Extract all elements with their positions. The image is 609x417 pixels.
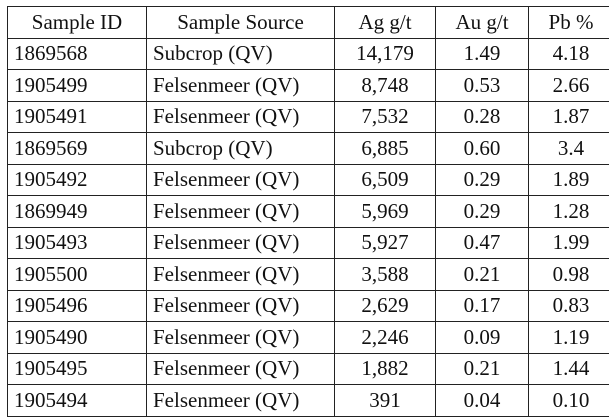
cell-sample-source: Subcrop (QV) [147, 38, 335, 70]
cell-pb: 4.18 [529, 38, 609, 70]
cell-sample-source: Felsenmeer (QV) [147, 259, 335, 291]
cell-sample-source: Felsenmeer (QV) [147, 101, 335, 133]
cell-pb: 0.83 [529, 290, 609, 322]
cell-au: 0.28 [436, 101, 529, 133]
assay-table-container: Sample ID Sample Source Ag g/t Au g/t Pb… [7, 6, 609, 417]
cell-au: 0.09 [436, 322, 529, 354]
cell-au: 0.17 [436, 290, 529, 322]
cell-pb: 1.44 [529, 353, 609, 385]
cell-ag: 2,246 [335, 322, 436, 354]
header-ag: Ag g/t [335, 7, 436, 39]
cell-pb: 1.89 [529, 164, 609, 196]
cell-pb: 1.19 [529, 322, 609, 354]
cell-sample-source: Felsenmeer (QV) [147, 196, 335, 228]
cell-sample-id: 1905496 [8, 290, 147, 322]
cell-pb: 1.87 [529, 101, 609, 133]
cell-sample-id: 1869949 [8, 196, 147, 228]
cell-ag: 1,882 [335, 353, 436, 385]
cell-sample-id: 1905492 [8, 164, 147, 196]
cell-sample-id: 1869568 [8, 38, 147, 70]
cell-sample-source: Felsenmeer (QV) [147, 353, 335, 385]
cell-sample-id: 1905499 [8, 70, 147, 102]
cell-ag: 14,179 [335, 38, 436, 70]
cell-au: 0.29 [436, 196, 529, 228]
cell-pb: 2.66 [529, 70, 609, 102]
cell-sample-source: Felsenmeer (QV) [147, 164, 335, 196]
cell-sample-source: Felsenmeer (QV) [147, 385, 335, 417]
cell-au: 0.47 [436, 227, 529, 259]
cell-sample-source: Subcrop (QV) [147, 133, 335, 165]
cell-pb: 1.99 [529, 227, 609, 259]
cell-sample-source: Felsenmeer (QV) [147, 227, 335, 259]
cell-ag: 6,885 [335, 133, 436, 165]
cell-pb: 0.10 [529, 385, 609, 417]
header-sample-id: Sample ID [8, 7, 147, 39]
cell-sample-id: 1869569 [8, 133, 147, 165]
cell-ag: 391 [335, 385, 436, 417]
table-header: Sample ID Sample Source Ag g/t Au g/t Pb… [8, 7, 609, 39]
cell-sample-source: Felsenmeer (QV) [147, 290, 335, 322]
cell-au: 0.53 [436, 70, 529, 102]
cell-au: 1.49 [436, 38, 529, 70]
cell-sample-id: 1905490 [8, 322, 147, 354]
cell-ag: 8,748 [335, 70, 436, 102]
cell-ag: 5,927 [335, 227, 436, 259]
cell-sample-id: 1905494 [8, 385, 147, 417]
cell-ag: 5,969 [335, 196, 436, 228]
cell-au: 0.21 [436, 353, 529, 385]
cell-au: 0.29 [436, 164, 529, 196]
header-au: Au g/t [436, 7, 529, 39]
cell-ag: 6,509 [335, 164, 436, 196]
cell-pb: 3.4 [529, 133, 609, 165]
cell-ag: 2,629 [335, 290, 436, 322]
assay-results-table: Sample ID Sample Source Ag g/t Au g/t Pb… [7, 6, 609, 417]
header-sample-source: Sample Source [147, 7, 335, 39]
cell-sample-id: 1905491 [8, 101, 147, 133]
cell-au: 0.04 [436, 385, 529, 417]
cell-sample-id: 1905500 [8, 259, 147, 291]
cell-sample-source: Felsenmeer (QV) [147, 70, 335, 102]
cell-sample-id: 1905493 [8, 227, 147, 259]
header-row: Sample ID Sample Source Ag g/t Au g/t Pb… [8, 7, 609, 39]
cell-ag: 7,532 [335, 101, 436, 133]
cell-ag: 3,588 [335, 259, 436, 291]
cell-pb: 0.98 [529, 259, 609, 291]
cell-au: 0.60 [436, 133, 529, 165]
cell-sample-source: Felsenmeer (QV) [147, 322, 335, 354]
cell-sample-id: 1905495 [8, 353, 147, 385]
cell-pb: 1.28 [529, 196, 609, 228]
header-pb: Pb % [529, 7, 609, 39]
cell-au: 0.21 [436, 259, 529, 291]
